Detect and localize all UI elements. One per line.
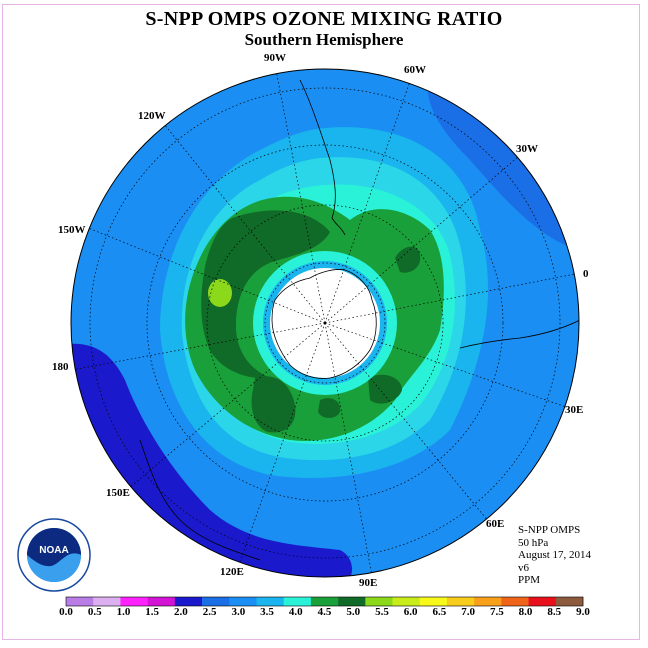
colorbar-swatch: [365, 597, 393, 606]
colorbar-tick-label: 4.0: [288, 606, 303, 618]
map-boundary: [70, 68, 580, 578]
colorbar-tick-label: 3.5: [260, 606, 274, 618]
antarctica-coastline: [271, 269, 377, 379]
colorbar-swatch: [93, 597, 121, 606]
colorbar-swatch: [446, 597, 475, 606]
colorbar-swatch: [392, 597, 421, 606]
colorbar-tick-label: 8.0: [518, 606, 533, 618]
colorbar-swatch: [555, 597, 584, 606]
page-subtitle: Southern Hemisphere: [244, 30, 404, 49]
info-instrument: S-NPP OMPS: [518, 524, 581, 536]
lon-label-60e: 60E: [486, 518, 505, 530]
lon-label-30w: 30W: [516, 143, 538, 155]
field-ring-5.0-south: [251, 376, 296, 433]
colorbar-tick-label: 1.5: [145, 606, 160, 618]
south-america-coastline: [299, 79, 346, 236]
page-title: S-NPP OMPS OZONE MIXING RATIO: [145, 8, 503, 30]
lon-label-180: 180: [52, 361, 69, 373]
colorbar-swatch: [120, 597, 148, 606]
colorbar-tick-label: 7.5: [489, 606, 504, 618]
colorbar-swatch: [283, 597, 312, 606]
info-level: 50 hPa: [518, 536, 549, 549]
australia-coastline: [139, 439, 261, 561]
colorbar-swatch: [174, 597, 203, 606]
colorbar-swatch: [338, 597, 366, 606]
lon-label-120e: 120E: [220, 566, 244, 578]
info-version: v6: [518, 561, 529, 574]
field-max-5.5: [208, 279, 232, 307]
graticule: [71, 69, 579, 577]
lon-label-90w: 90W: [264, 52, 286, 64]
colorbar-tick-label: 5.0: [346, 606, 361, 618]
field-ring-5.0-sse: [318, 398, 341, 418]
colorbar-tick-label: 6.0: [403, 606, 418, 618]
colorbar-tick-label: 3.0: [231, 606, 246, 618]
lon-label-150w: 150W: [58, 224, 86, 236]
colorbar-tick-label: 2.5: [202, 606, 217, 618]
colorbar-swatch: [66, 597, 94, 606]
africa-coastline: [459, 319, 579, 349]
colorbar: [65, 596, 584, 607]
colorbar-tick-label: 0.0: [59, 606, 73, 618]
colorbar-swatch: [528, 597, 557, 606]
noaa-logo-icon: NOAA: [17, 518, 91, 592]
lon-label-90e: 90E: [359, 577, 378, 589]
colorbar-tick-label: 0.5: [87, 606, 102, 618]
info-units: PPM: [518, 574, 541, 586]
field-ring-5.0-se: [368, 374, 402, 404]
lon-label-30e: 30E: [565, 404, 584, 416]
colorbar-tick-label: 2.0: [174, 606, 188, 618]
colorbar-outline: [65, 596, 584, 607]
colorbar-tick-label: 8.5: [547, 606, 562, 618]
field-ring-5.0-east: [395, 246, 421, 273]
colorbar-swatch: [256, 597, 284, 606]
colorbar-tick-label: 7.0: [461, 606, 475, 618]
info-date: August 17, 2014: [518, 549, 592, 561]
info-block: S-NPP OMPS 50 hPa August 17, 2014 v6 PPM: [518, 524, 591, 587]
colorbar-tick-label: 6.5: [432, 606, 447, 618]
south-pole-marker: [323, 321, 327, 325]
colorbar-tick-label: 5.5: [375, 606, 389, 618]
colorbar-swatch: [202, 597, 230, 606]
colorbar-tick-label: 9.0: [576, 606, 590, 618]
lon-label-120w: 120W: [138, 110, 166, 122]
colorbar-tick-label: 4.5: [317, 606, 332, 618]
colorbar-swatch: [229, 597, 257, 606]
colorbar-swatch: [501, 597, 529, 606]
lon-label-150e: 150E: [106, 487, 130, 499]
colorbar-swatch: [419, 597, 448, 606]
colorbar-swatch: [474, 597, 502, 606]
colorbar-swatch: [147, 597, 176, 606]
noaa-logo-text: NOAA: [39, 545, 68, 556]
field-ring-5.0-west: [201, 210, 330, 379]
lon-label-0: 0: [583, 268, 589, 280]
colorbar-tick-label: 1.0: [116, 606, 131, 618]
colorbar-swatch: [310, 597, 339, 606]
figure-frame: [2, 4, 640, 640]
lon-label-60w: 60W: [404, 64, 426, 76]
